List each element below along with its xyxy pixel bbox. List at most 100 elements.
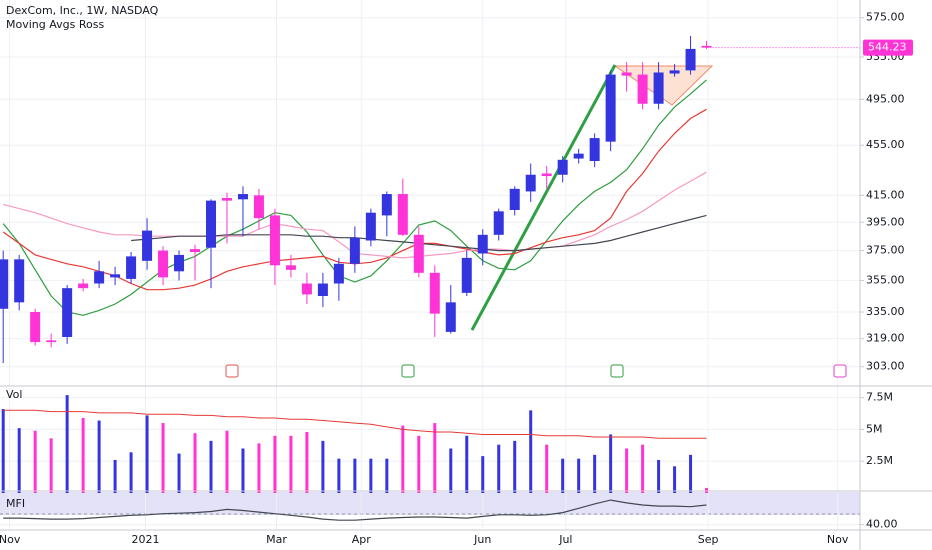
volume-bar	[97, 420, 101, 493]
volume-bar	[49, 438, 53, 493]
volume-bar	[577, 458, 581, 493]
volume-bar	[257, 443, 261, 493]
volume-bar	[193, 433, 197, 493]
volume-bar	[465, 435, 469, 493]
candle-body	[206, 200, 217, 248]
volume-bar	[369, 458, 373, 493]
candle-body	[110, 274, 121, 278]
candle-body	[477, 234, 488, 254]
earnings-markers	[225, 364, 847, 378]
volume-bar	[705, 487, 709, 493]
candle-body	[637, 74, 648, 104]
x-tick-label: Mar	[266, 533, 287, 546]
marks	[0, 36, 712, 521]
candle-body	[301, 283, 312, 295]
candle-body	[493, 211, 504, 235]
y-tick-label: 395.00	[866, 215, 905, 228]
candle-body	[413, 234, 424, 273]
candle-body	[381, 194, 392, 216]
earnings-marker	[225, 364, 239, 378]
candle-body	[605, 74, 616, 142]
y-tick-label: 415.00	[866, 188, 905, 201]
volume-bar	[65, 395, 69, 493]
candle-body	[429, 272, 440, 314]
y-tick-label: 335.00	[866, 305, 905, 318]
candle-body	[461, 257, 472, 293]
candle-body	[0, 259, 9, 309]
x-tick-label: Nov	[0, 533, 21, 546]
candle-body	[190, 249, 201, 253]
candle-body	[62, 288, 73, 337]
candle-body	[30, 312, 41, 343]
candle-body	[14, 259, 25, 303]
candle-body	[397, 194, 408, 235]
volume-bar	[337, 458, 341, 493]
y-tick-label: 5M	[866, 422, 883, 435]
volume-bar	[177, 453, 181, 493]
volume-bar	[321, 440, 325, 493]
volume-bar	[689, 454, 693, 493]
volume-bar	[561, 458, 565, 493]
candle-body	[557, 159, 568, 175]
candle-body	[653, 72, 664, 104]
candle-body	[46, 340, 57, 343]
volume-bar	[609, 434, 613, 493]
volume-bar	[241, 448, 245, 493]
candle-body	[589, 138, 600, 162]
volume-bar	[33, 430, 37, 493]
trend-line	[470, 64, 617, 331]
earnings-marker	[610, 364, 624, 378]
candle-body	[669, 70, 680, 74]
candle-body	[365, 212, 376, 241]
volume-bar	[81, 417, 85, 493]
candle-body	[253, 195, 264, 219]
volume-bar	[113, 459, 117, 493]
volume-bar	[145, 415, 149, 493]
earnings-marker	[833, 364, 847, 378]
candle-body	[685, 48, 696, 71]
volume-bar	[657, 459, 661, 493]
candle-body	[701, 45, 712, 48]
mfi-band	[0, 492, 860, 515]
x-tick-label: 2021	[131, 533, 159, 546]
candle-body	[142, 230, 153, 261]
candle-body	[317, 283, 328, 296]
indicator-name: Moving Avgs Ross	[6, 18, 104, 31]
candle-body	[525, 174, 536, 192]
volume-bar	[385, 458, 389, 493]
volume-bar	[401, 425, 405, 493]
volume-bar	[305, 431, 309, 493]
line	[2, 79, 707, 316]
x-tick-label: Nov	[827, 533, 849, 546]
line	[3, 499, 707, 521]
candle-body	[78, 283, 89, 289]
volume-bar	[353, 458, 357, 493]
y-tick-label: 375.00	[866, 244, 905, 257]
chart-title: DexCom, Inc., 1W, NASDAQ	[6, 4, 159, 17]
y-tick-label: 40.00	[866, 518, 898, 531]
candle-body	[126, 256, 137, 279]
line	[3, 409, 707, 439]
volume-bar	[449, 448, 453, 493]
y-tick-label: 319.00	[866, 332, 905, 345]
candle-body	[509, 188, 520, 210]
candle-body	[221, 197, 232, 201]
y-tick-label: 2.5M	[866, 454, 893, 467]
volume-bar	[17, 428, 21, 493]
candle-body	[94, 271, 105, 284]
x-tick-label: Apr	[352, 533, 372, 546]
candle-body	[285, 265, 296, 270]
x-tick-label: Sep	[698, 533, 719, 546]
y-tick-label: 575.00	[866, 11, 905, 24]
candle-body	[445, 302, 456, 332]
volume-bar	[273, 435, 277, 493]
volume-bar	[673, 466, 677, 493]
candle-body	[573, 153, 584, 159]
volume-bar	[545, 444, 549, 493]
y-tick-label: 495.00	[866, 92, 905, 105]
volume-bar	[625, 448, 629, 493]
volume-bar	[209, 440, 213, 493]
x-tick-label: Jul	[558, 533, 572, 546]
volume-bar	[593, 454, 597, 493]
